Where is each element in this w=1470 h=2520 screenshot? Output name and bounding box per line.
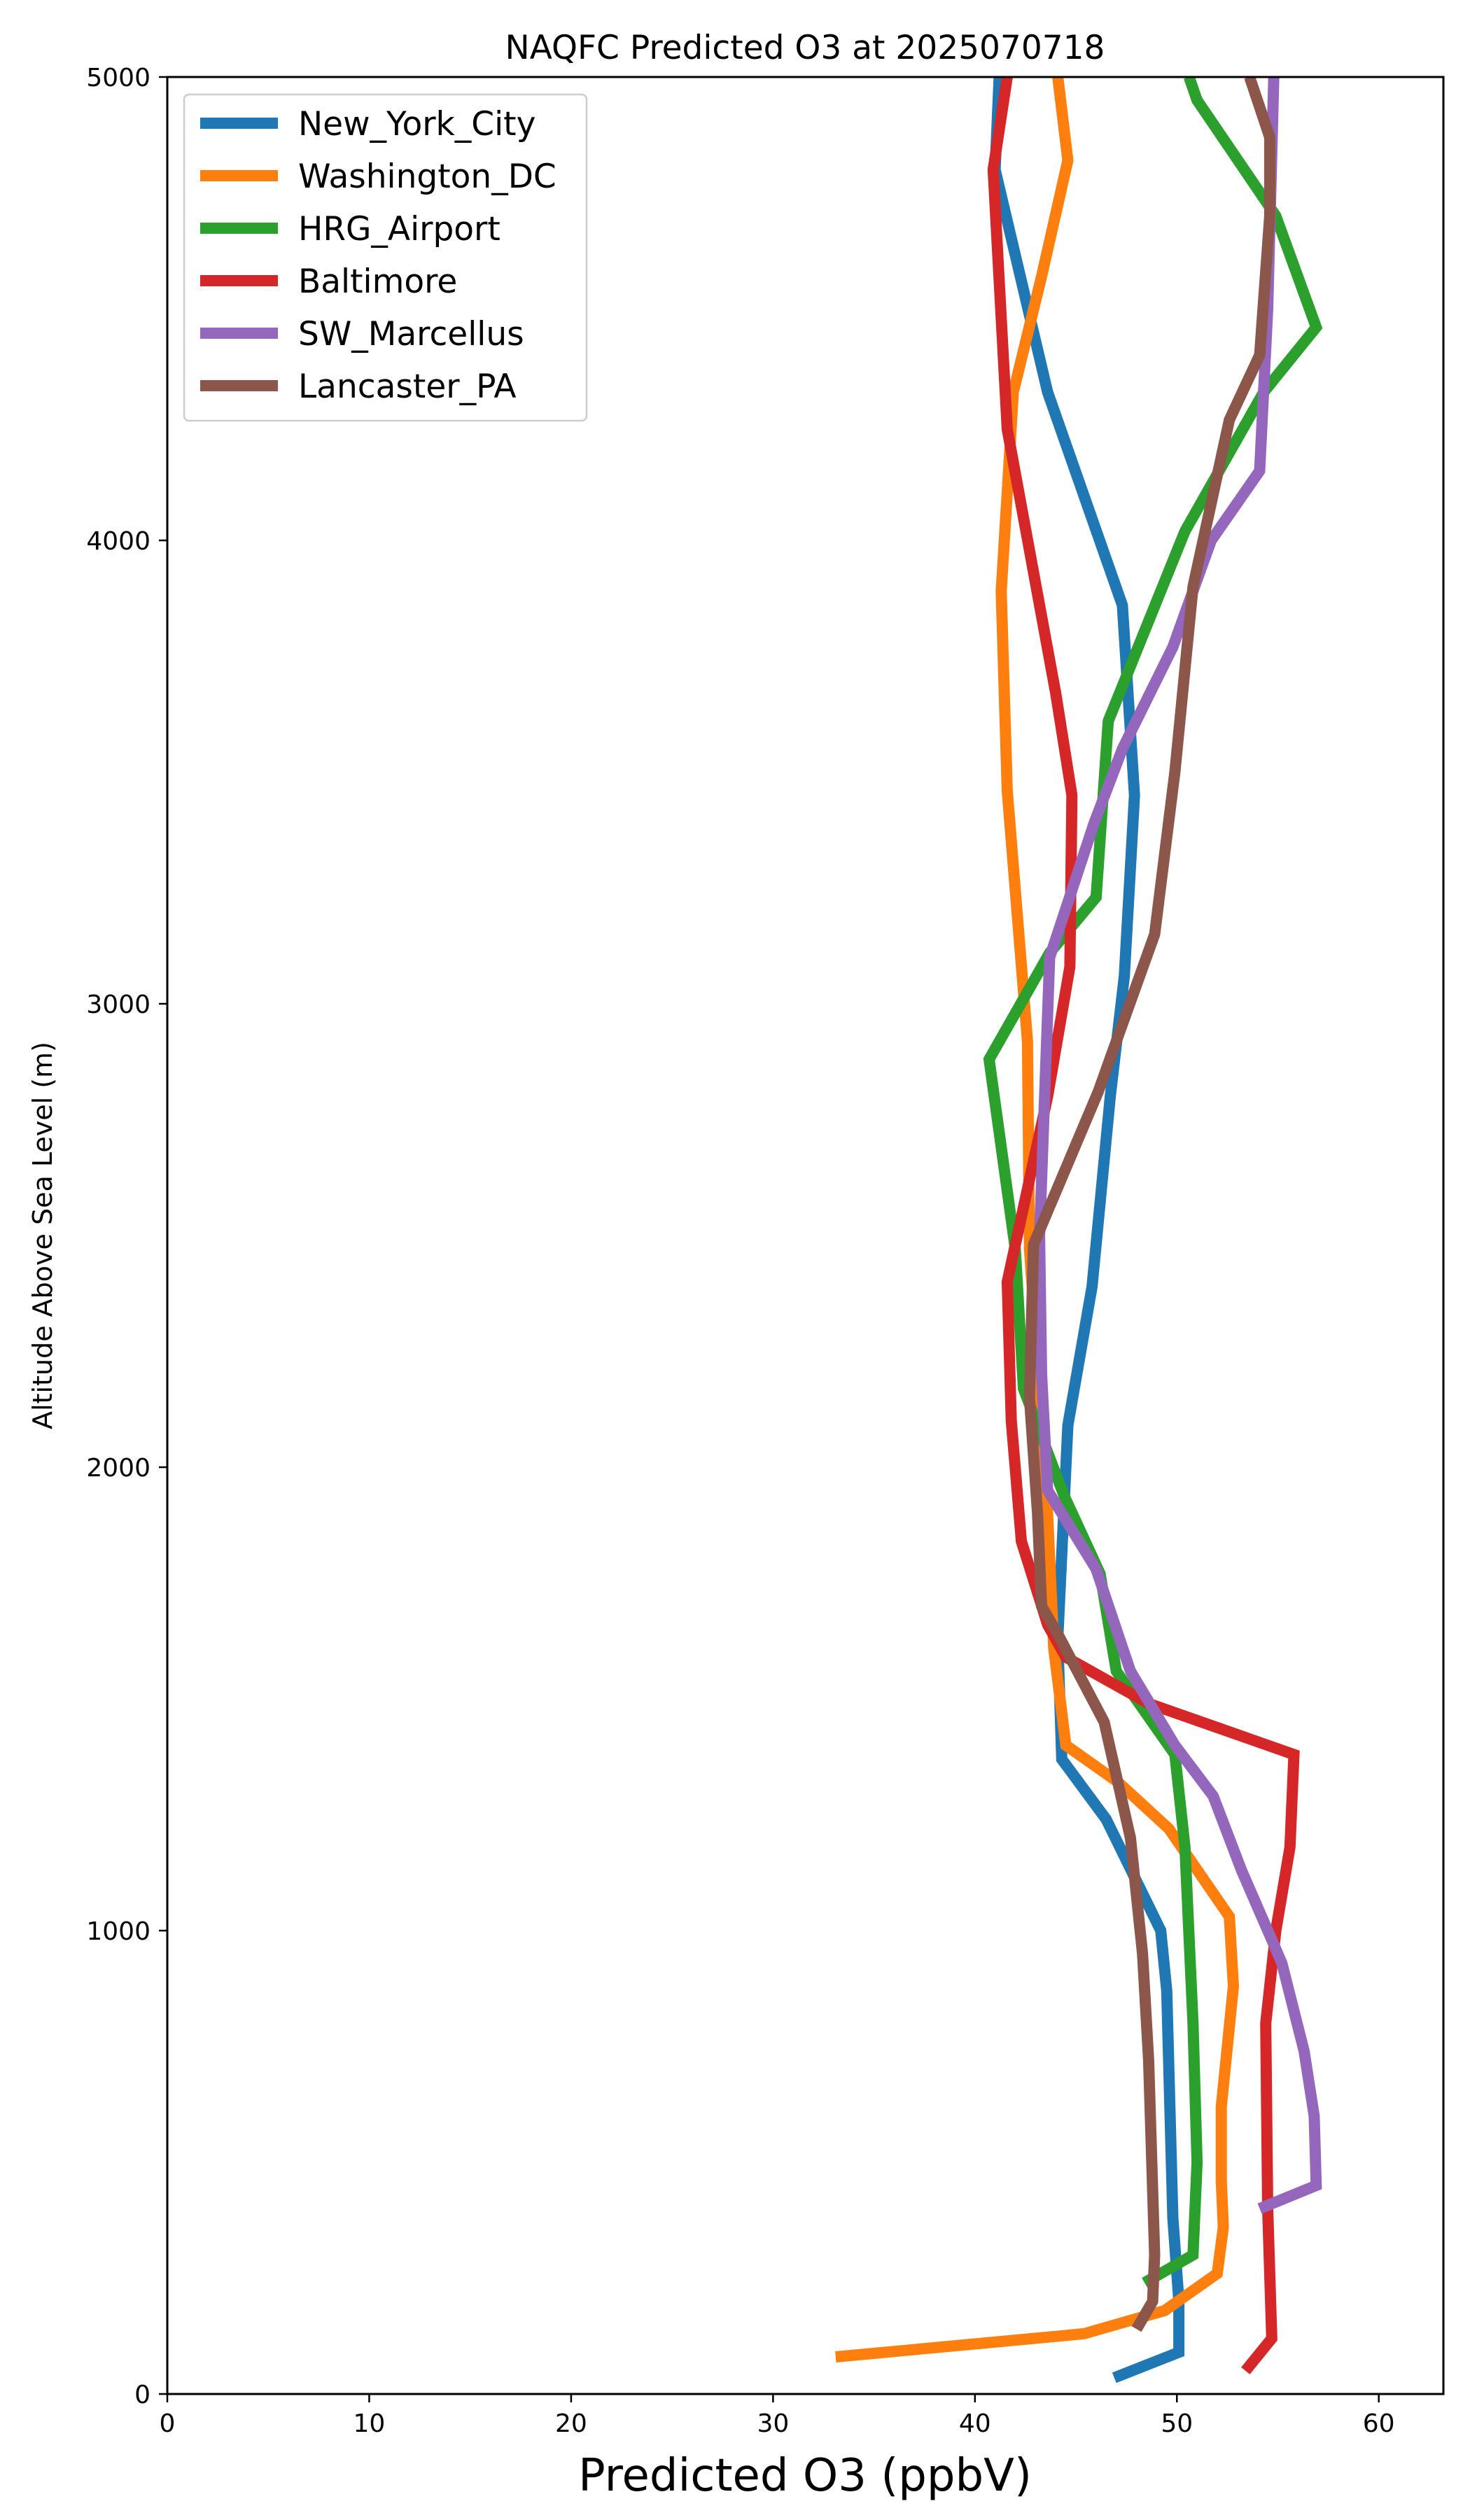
series-line-washington-dc	[835, 77, 1240, 2362]
x-tick-label: 60	[1363, 2409, 1395, 2438]
x-tick-label: 40	[959, 2409, 991, 2438]
legend-label: SW_Marcellus	[298, 315, 524, 354]
legend-label: Baltimore	[298, 262, 457, 301]
x-tick-label: 10	[354, 2409, 386, 2438]
series-line-lancaster-pa	[1023, 77, 1275, 2332]
legend-label: Washington_DC	[298, 158, 556, 196]
chart-title: NAQFC Predicted O3 at 2025070718	[505, 29, 1105, 67]
x-tick-label: 0	[160, 2409, 176, 2438]
y-tick-label: 2000	[86, 1454, 150, 1483]
legend-box	[183, 93, 588, 422]
y-tick-label: 0	[134, 2381, 150, 2409]
y-tick-label: 3000	[86, 990, 150, 1019]
series-line-baltimore	[987, 77, 1300, 2374]
y-tick-label: 4000	[86, 527, 150, 556]
x-tick-label: 20	[555, 2409, 587, 2438]
y-tick-label: 1000	[86, 1917, 150, 1946]
legend-label: HRG_Airport	[298, 210, 500, 248]
legend: New_York_City Washington_DC HRG_Airport Bal…	[183, 93, 588, 422]
x-tick-label: 50	[1161, 2409, 1193, 2438]
y-axis-label: Altitude Above Sea Level (m)	[27, 1042, 58, 1429]
legend-label: Lancaster_PA	[298, 368, 517, 406]
y-axis: 0 1000 2000 3000 4000 5000	[86, 64, 167, 2409]
y-tick-label: 5000	[86, 64, 150, 92]
series-layer	[835, 77, 1323, 2384]
legend-label: New_York_City	[298, 105, 536, 144]
x-axis: 0 10 20 30 40 50 60	[160, 2394, 1395, 2438]
series-line-new-york-city	[989, 77, 1185, 2384]
x-axis-label: Predicted O3 (ppbV)	[578, 2450, 1032, 2502]
x-tick-label: 30	[757, 2409, 789, 2438]
plot-frame	[166, 76, 1445, 2395]
